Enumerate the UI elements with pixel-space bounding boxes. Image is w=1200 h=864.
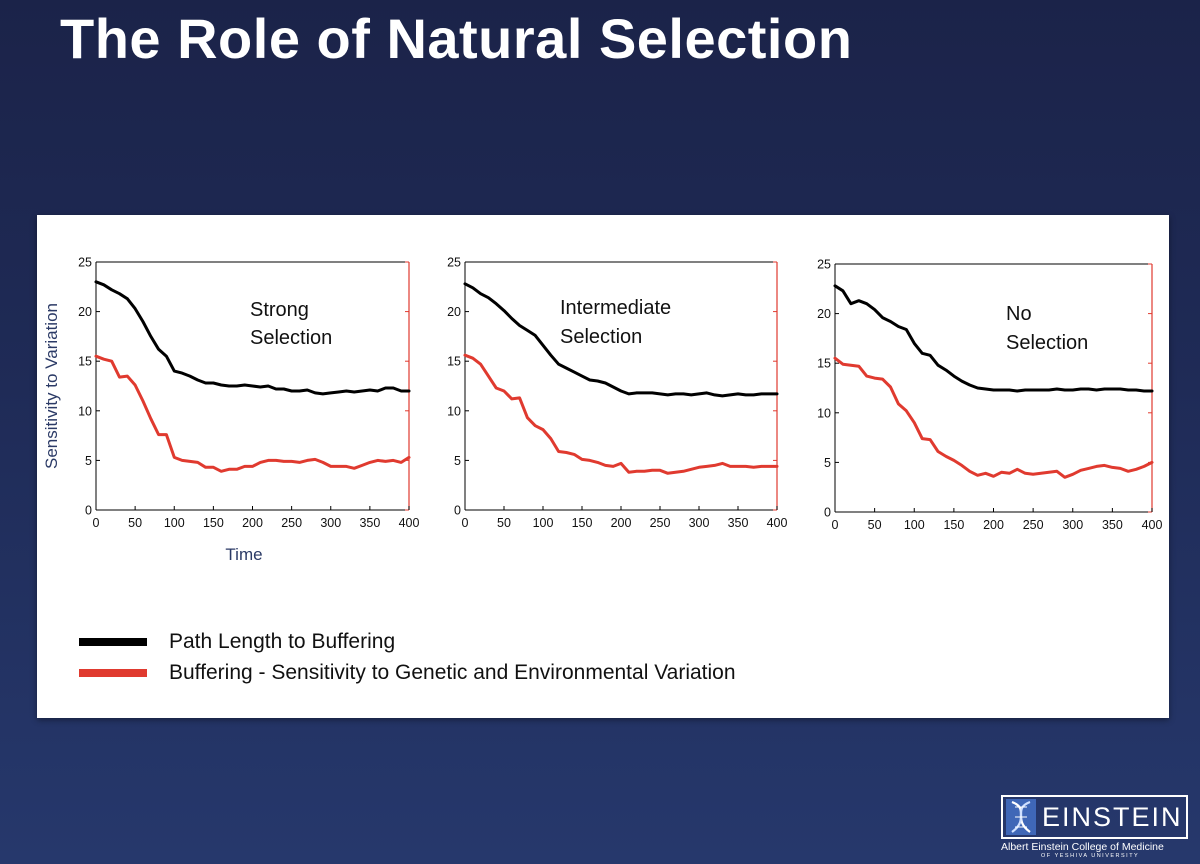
- x-tick-label: 100: [533, 516, 554, 530]
- y-tick-label: 15: [447, 355, 461, 369]
- chart-annotation: Selection: [1006, 332, 1088, 354]
- x-tick-label: 100: [164, 516, 185, 530]
- logo-subtitle-2: OF YESHIVA UNIVERSITY: [1041, 853, 1140, 859]
- x-tick-label: 250: [281, 516, 302, 530]
- x-tick-label: 400: [399, 516, 420, 530]
- y-tick-label: 0: [454, 504, 461, 518]
- x-tick-label: 0: [93, 516, 100, 530]
- legend-label-buffering: Buffering - Sensitivity to Genetic and E…: [169, 661, 736, 684]
- y-tick-label: 5: [85, 454, 92, 468]
- x-tick-label: 350: [728, 516, 749, 530]
- series-line-path-length: [833, 284, 1154, 393]
- logo-wordmark: EINSTEIN: [1042, 801, 1183, 832]
- series-line-buffering: [833, 356, 1154, 479]
- logo-box: EINSTEIN: [1001, 795, 1188, 839]
- y-tick-label: 25: [447, 256, 461, 270]
- y-tick-label: 10: [817, 406, 831, 420]
- y-axis-label: Sensitivity to Variation: [42, 303, 61, 469]
- legend-swatch-path-length: [79, 638, 147, 646]
- legend-item-buffering: Buffering - Sensitivity to Genetic and E…: [79, 659, 736, 687]
- x-tick-label: 300: [320, 516, 341, 530]
- x-tick-label: 250: [650, 516, 671, 530]
- x-tick-label: 50: [128, 516, 142, 530]
- x-tick-label: 150: [203, 516, 224, 530]
- series-line-buffering: [463, 353, 779, 475]
- chart-annotation: Selection: [250, 327, 332, 349]
- x-tick-label: 350: [359, 516, 380, 530]
- x-axis-label: Time: [225, 545, 262, 564]
- chart-annotation: Intermediate: [560, 297, 671, 319]
- dna-emblem-icon: [1006, 799, 1036, 835]
- x-tick-label: 100: [904, 518, 925, 532]
- x-tick-label: 0: [832, 518, 839, 532]
- y-tick-label: 25: [78, 256, 92, 270]
- chart-annotation: No: [1006, 303, 1032, 325]
- chart-panel: 0 5 10 15 20 25 0 50 100 150 200 250 300 350 400 Strong…: [37, 215, 1169, 718]
- series-line-path-length: [94, 280, 411, 396]
- einstein-logo: EINSTEIN Albert Einstein College of Medi…: [1001, 795, 1188, 859]
- x-tick-label: 200: [611, 516, 632, 530]
- x-tick-label: 250: [1023, 518, 1044, 532]
- chart-annotation: Selection: [560, 326, 642, 348]
- x-tick-label: 150: [572, 516, 593, 530]
- x-tick-label: 300: [1062, 518, 1083, 532]
- legend-item-path-length: Path Length to Buffering: [79, 628, 395, 656]
- logo-subtitle: Albert Einstein College of Medicine: [1001, 841, 1164, 853]
- y-tick-label: 5: [824, 456, 831, 470]
- y-tick-label: 25: [817, 258, 831, 272]
- legend-swatch-buffering: [79, 669, 147, 677]
- y-tick-label: 10: [78, 404, 92, 418]
- y-tick-label: 0: [85, 504, 92, 518]
- x-tick-label: 200: [983, 518, 1004, 532]
- series-line-path-length: [463, 282, 779, 398]
- legend-label-path-length: Path Length to Buffering: [169, 630, 396, 653]
- x-tick-label: 300: [689, 516, 710, 530]
- y-tick-label: 15: [78, 355, 92, 369]
- x-tick-label: 400: [1142, 518, 1163, 532]
- y-tick-label: 20: [817, 307, 831, 321]
- x-tick-label: 150: [943, 518, 964, 532]
- x-tick-label: 50: [868, 518, 882, 532]
- y-tick-label: 20: [447, 305, 461, 319]
- x-tick-label: 400: [767, 516, 788, 530]
- y-tick-label: 10: [447, 404, 461, 418]
- y-tick-label: 15: [817, 357, 831, 371]
- x-tick-label: 0: [462, 516, 469, 530]
- y-tick-label: 0: [824, 506, 831, 520]
- series-line-buffering: [94, 354, 411, 473]
- x-tick-label: 350: [1102, 518, 1123, 532]
- y-tick-label: 5: [454, 454, 461, 468]
- y-tick-label: 20: [78, 305, 92, 319]
- chart-annotation: Strong: [250, 299, 309, 321]
- slide-title: The Role of Natural Selection: [60, 7, 853, 70]
- x-tick-label: 200: [242, 516, 263, 530]
- x-tick-label: 50: [497, 516, 511, 530]
